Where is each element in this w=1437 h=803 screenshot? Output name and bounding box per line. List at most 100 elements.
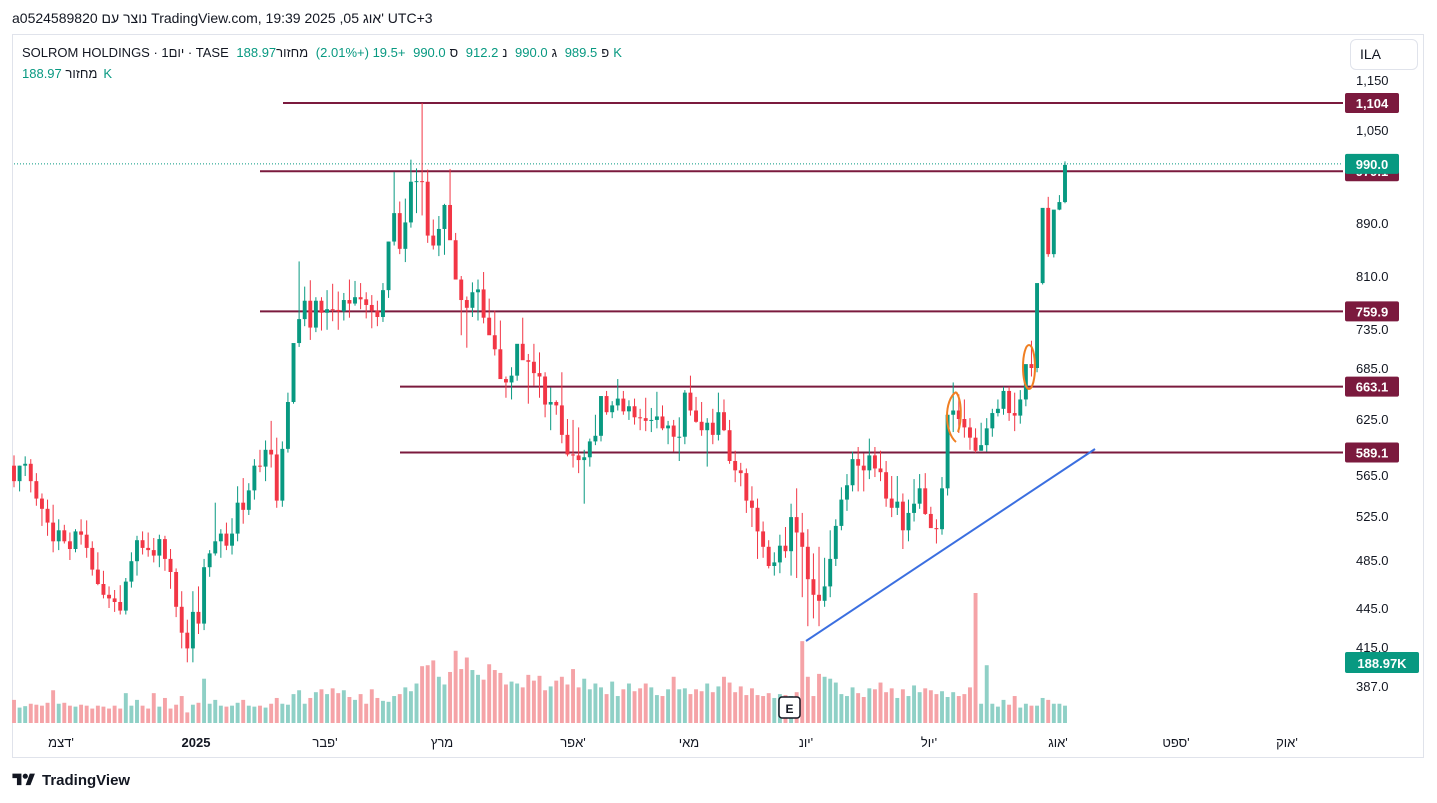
volume-bar — [1046, 699, 1051, 723]
volume-bar — [45, 702, 50, 723]
volume-legend: מחזור 188.97K — [22, 66, 112, 81]
candle-body — [783, 545, 788, 552]
volume-bar — [140, 705, 145, 723]
volume-bar — [1012, 696, 1017, 723]
candle-body — [537, 373, 542, 377]
volume-bar — [990, 703, 995, 723]
candle-body — [235, 502, 240, 534]
candle-body — [190, 611, 195, 649]
x-tick-label: מרץ — [431, 735, 453, 750]
volume-layer — [12, 593, 1067, 723]
candle-body — [772, 562, 777, 566]
candle-body — [889, 498, 894, 508]
level-price-badge — [1345, 376, 1399, 397]
volume-bar — [129, 705, 134, 723]
candle-body — [498, 349, 503, 380]
volume-bar — [979, 703, 984, 723]
volume-bar — [632, 691, 637, 723]
currency-button[interactable]: ILA — [1350, 39, 1418, 70]
candle-body — [621, 398, 626, 412]
candle-body — [476, 289, 480, 293]
candle-body — [1001, 390, 1006, 409]
candle-body — [241, 502, 246, 510]
candle-body — [464, 300, 469, 308]
candle-body — [822, 586, 827, 601]
y-tick-label: 890.0 — [1356, 216, 1389, 231]
level-price-label: 759.9 — [1356, 304, 1389, 319]
volume-bar — [727, 682, 732, 723]
volume-bar — [397, 694, 402, 723]
volume-bar — [17, 707, 22, 723]
candle-body — [733, 461, 738, 471]
levels-layer — [14, 102, 1343, 454]
volume-bar — [174, 704, 179, 723]
volume-bar — [375, 697, 380, 723]
marker-ellipse — [946, 391, 962, 443]
candle-body — [861, 465, 866, 471]
volume-bar — [179, 696, 184, 723]
volume-bar — [224, 706, 229, 723]
candle-body — [202, 567, 207, 624]
candle-body — [291, 343, 296, 402]
tradingview-logo[interactable]: TradingView — [12, 771, 130, 789]
volume-bar — [34, 704, 39, 723]
candle-body — [56, 530, 61, 542]
candle-body — [962, 419, 967, 428]
candle-body — [956, 410, 961, 419]
candle-body — [761, 531, 766, 547]
candle-body — [526, 360, 531, 362]
candle-body — [632, 406, 637, 418]
volume-bar — [716, 686, 721, 723]
volume-label: מחזור — [276, 45, 309, 60]
volume-bar — [263, 707, 268, 723]
candle-body — [375, 310, 380, 317]
candle-body — [1051, 209, 1056, 255]
volume-bar — [772, 697, 777, 723]
volume-bar — [766, 693, 771, 723]
candle-body — [940, 488, 944, 530]
volume-bar — [246, 705, 251, 723]
volume-bar — [923, 688, 928, 723]
volume-bar — [984, 665, 989, 723]
candle-body — [358, 297, 363, 300]
volume-bar — [381, 700, 385, 723]
candle-body — [968, 427, 972, 438]
candle-body — [744, 473, 749, 501]
candle-body — [174, 572, 179, 607]
y-tick-label: 810.0 — [1356, 269, 1389, 284]
volume-bar — [481, 679, 486, 723]
volume-bar — [845, 696, 849, 723]
volume-bar — [839, 694, 844, 723]
candle-body — [878, 468, 883, 473]
candle-body — [666, 425, 671, 429]
volume-bar — [213, 699, 218, 723]
volume-bar — [325, 694, 330, 723]
level-price-label: 1,104 — [1356, 96, 1389, 111]
volume-bar — [660, 696, 665, 723]
candle-body — [34, 481, 39, 499]
volume-bar — [671, 676, 676, 723]
volume-bar — [928, 690, 933, 723]
candle-body — [699, 421, 704, 431]
volume-bar — [1063, 705, 1067, 723]
candle-body — [436, 228, 441, 246]
candle-body — [151, 550, 156, 556]
candle-body — [912, 503, 917, 513]
candle-body — [817, 594, 821, 601]
volume-bar — [56, 703, 61, 723]
y-tick-label: 565.0 — [1356, 468, 1389, 483]
candle-body — [224, 533, 229, 546]
chart-frame[interactable] — [12, 34, 1424, 758]
x-tick-label: 2025 — [182, 735, 211, 750]
volume-bar — [705, 683, 710, 723]
volume-bar — [470, 670, 475, 723]
volume-bar — [722, 676, 726, 723]
candle-body — [643, 418, 648, 421]
candle-body — [274, 454, 279, 501]
volume-bar — [341, 690, 346, 723]
candle-body — [146, 547, 151, 551]
close-value: 990.0 — [413, 45, 446, 60]
earnings-marker — [778, 696, 801, 719]
candle-body — [928, 513, 933, 529]
